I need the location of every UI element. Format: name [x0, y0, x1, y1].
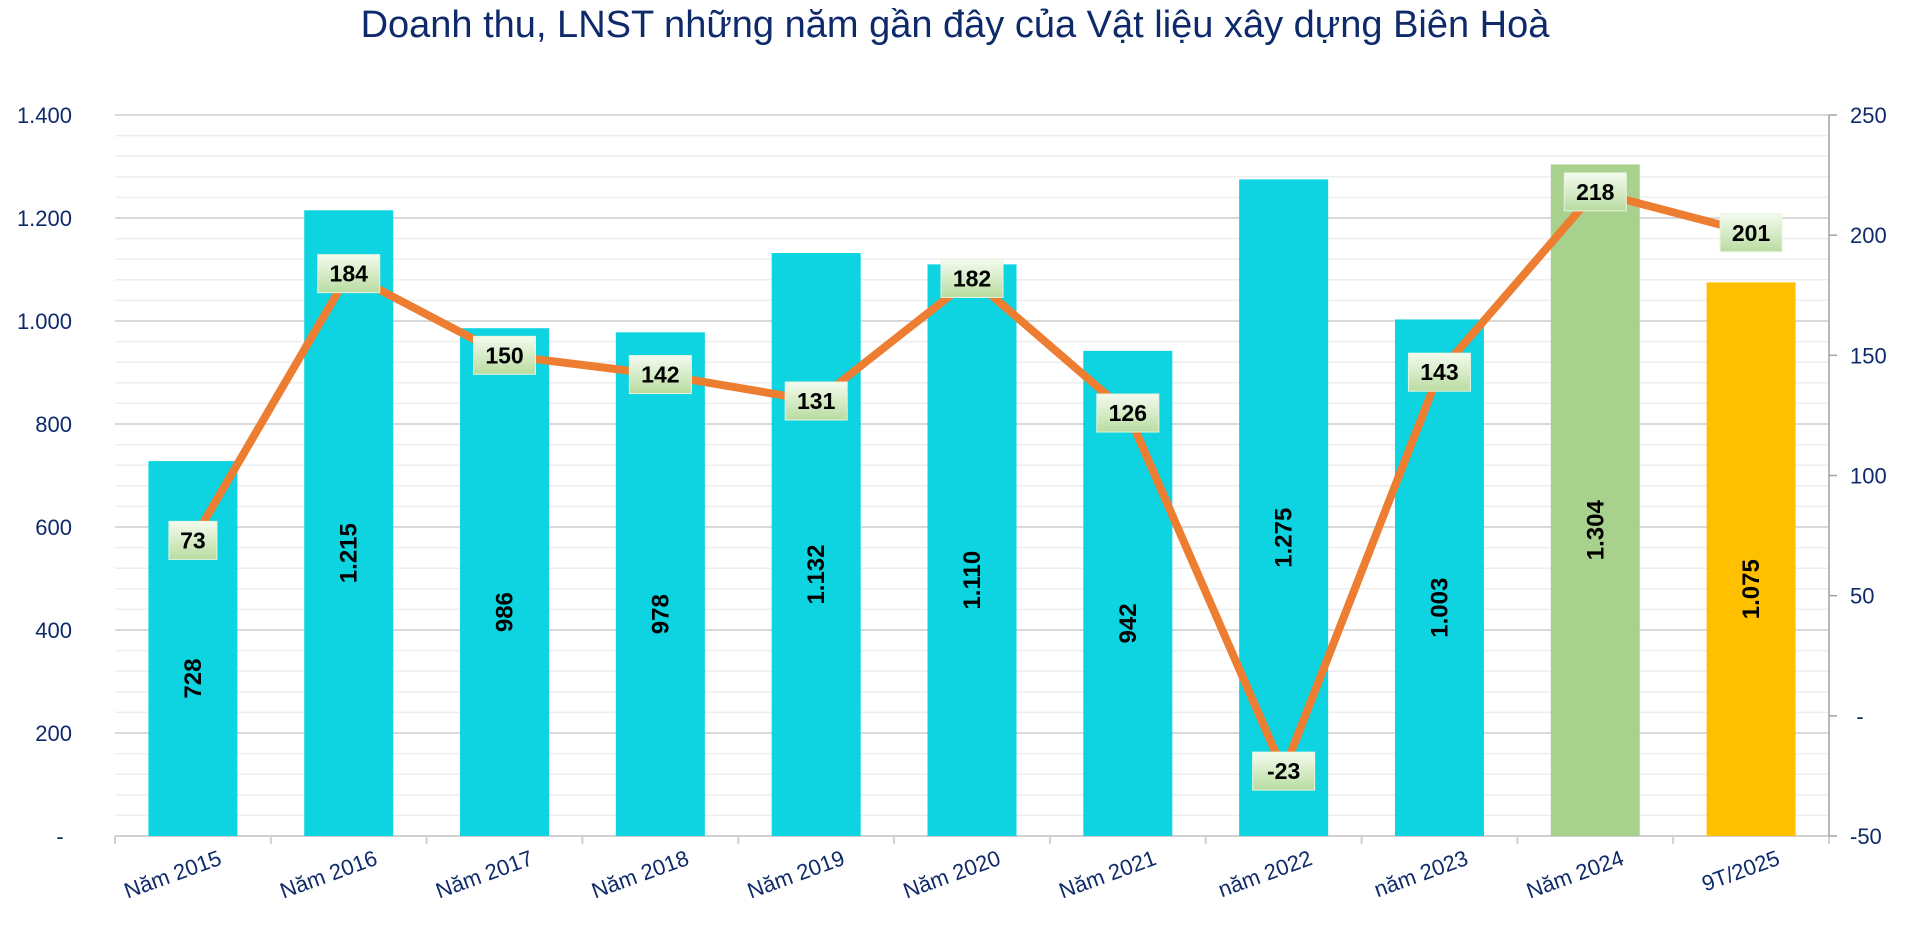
x-tick-label: Năm 2020: [900, 845, 1004, 903]
bar: [460, 328, 550, 836]
right-tick-label: 200: [1850, 223, 1887, 248]
point-label-box: [1407, 352, 1471, 392]
left-tick-label: -: [56, 824, 63, 849]
bar-value-label: 986: [492, 592, 519, 632]
bar-value-label: 942: [1115, 603, 1142, 643]
bar: [1394, 319, 1484, 837]
left-tick-label: 600: [35, 515, 72, 540]
bar: [1239, 179, 1329, 836]
point-value-label: -23: [1267, 758, 1300, 784]
bar: [1706, 282, 1796, 836]
x-tick-label: 9T/2025: [1698, 845, 1782, 896]
bar-value-label: 1.275: [1271, 508, 1298, 568]
point-label-box: [1719, 213, 1783, 253]
point-value-label: 142: [641, 362, 679, 388]
bar-value-label: 1.075: [1738, 559, 1765, 619]
left-tick-label: 200: [35, 721, 72, 746]
point-value-label: 143: [1420, 359, 1458, 385]
bar: [771, 253, 861, 836]
point-value-label: 126: [1109, 400, 1147, 426]
bar: [615, 332, 705, 836]
point-label-box: [784, 381, 848, 421]
point-value-label: 150: [485, 342, 523, 368]
point-label-box: [628, 355, 692, 395]
x-tick-label: Năm 2018: [588, 845, 692, 903]
left-tick-label: 1.400: [17, 103, 72, 128]
point-value-label: 184: [330, 261, 369, 287]
point-label-box: [317, 254, 381, 294]
bar-value-label: 1.003: [1426, 578, 1453, 638]
x-tick-label: Năm 2016: [276, 845, 380, 903]
x-tick-label: năm 2022: [1215, 845, 1316, 902]
bar: [148, 461, 238, 836]
right-tick-label: 150: [1850, 343, 1887, 368]
point-label-box: [168, 520, 218, 560]
bar: [1550, 164, 1640, 836]
point-label-box: [1252, 751, 1316, 791]
x-tick-label: Năm 2017: [432, 845, 536, 903]
point-value-label: 218: [1576, 179, 1615, 205]
right-tick-label: -50: [1850, 824, 1882, 849]
left-tick-label: 800: [35, 412, 72, 437]
x-tick-label: Năm 2024: [1523, 845, 1627, 903]
point-label-box: [1563, 172, 1627, 212]
bar-value-label: 978: [647, 594, 674, 634]
point-label-box: [1096, 393, 1160, 433]
x-tick-label: năm 2023: [1371, 845, 1472, 902]
bar-value-label: 728: [180, 659, 207, 699]
x-tick-label: Năm 2021: [1056, 845, 1160, 903]
x-tick-label: Năm 2019: [744, 845, 848, 903]
point-label-box: [940, 258, 1004, 298]
left-tick-label: 1.000: [17, 309, 72, 334]
point-value-label: 182: [953, 265, 991, 291]
point-value-label: 73: [180, 527, 206, 553]
right-tick-label: -: [1856, 704, 1863, 729]
right-tick-label: 50: [1850, 584, 1874, 609]
bar-value-label: 1.132: [803, 544, 830, 604]
left-tick-label: 400: [35, 618, 72, 643]
point-value-label: 201: [1732, 220, 1771, 246]
point-label-box: [473, 335, 537, 375]
right-tick-label: 250: [1850, 103, 1887, 128]
right-tick-label: 100: [1850, 464, 1887, 489]
bar: [304, 210, 394, 836]
left-tick-label: 1.200: [17, 206, 72, 231]
point-value-label: 131: [797, 388, 836, 414]
chart-title: Doanh thu, LNST những năm gần đây của Vậ…: [360, 4, 1550, 46]
bar-value-label: 1.304: [1582, 500, 1609, 561]
bar-value-label: 1.110: [959, 551, 986, 610]
bar-value-label: 1.215: [336, 523, 363, 583]
bar: [927, 264, 1017, 837]
x-tick-label: Năm 2015: [121, 845, 225, 903]
